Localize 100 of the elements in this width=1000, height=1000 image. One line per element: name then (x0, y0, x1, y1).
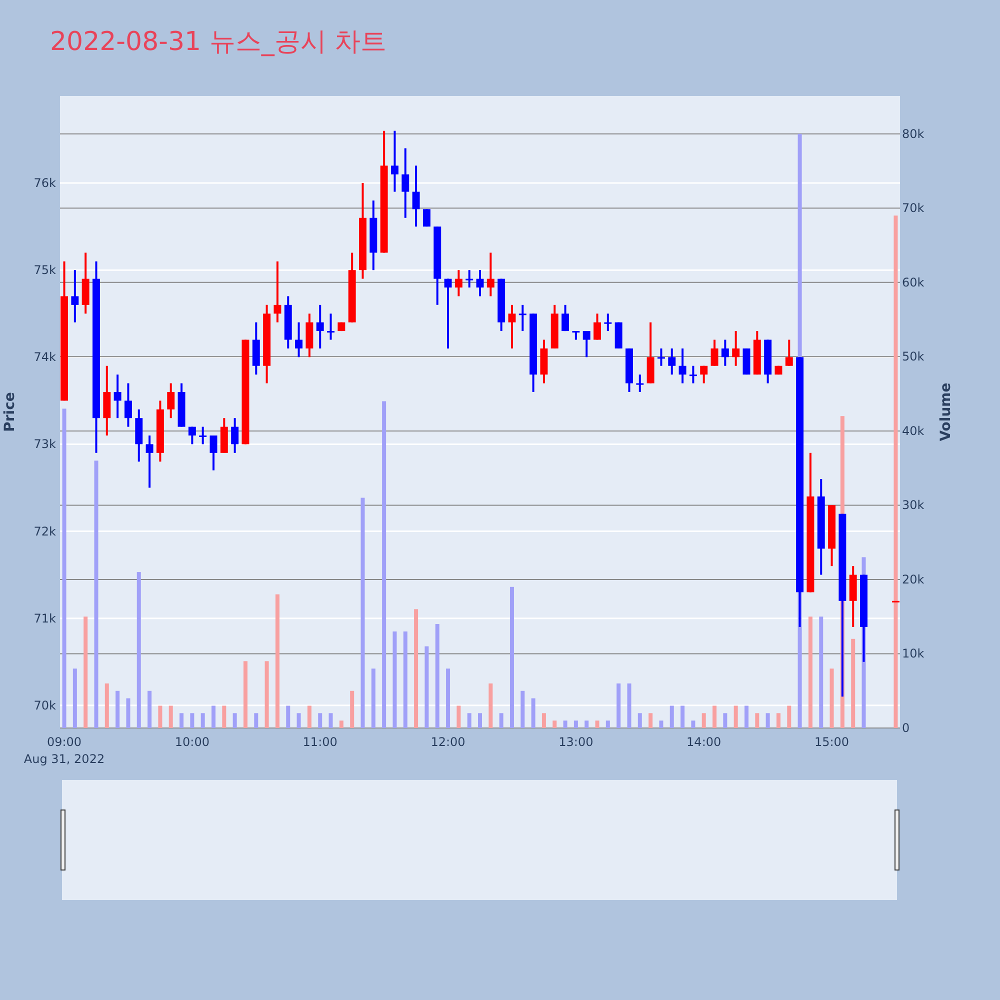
y-axis-title: Price (2, 392, 18, 432)
candlestick (732, 330, 740, 367)
candlestick (327, 312, 334, 341)
candlestick (114, 374, 122, 420)
bar (755, 713, 760, 728)
x-tick-label: 12:00 (430, 735, 466, 749)
bar (648, 713, 653, 728)
bar (776, 713, 780, 728)
bar (787, 706, 792, 728)
bar (286, 706, 290, 728)
candlestick (454, 269, 462, 298)
bar (595, 720, 600, 728)
bar (606, 720, 610, 728)
y2-tick-label: 80k (902, 126, 924, 141)
bar (350, 690, 354, 728)
candlestick (390, 130, 398, 193)
bar (627, 683, 632, 728)
bar (190, 713, 194, 728)
bar (691, 720, 696, 728)
bar (552, 720, 557, 728)
candlestick (657, 347, 665, 367)
bar (734, 706, 738, 728)
bar (148, 690, 152, 728)
x-tick-label: 11:00 (302, 735, 338, 749)
bar (712, 706, 717, 728)
candlestick (274, 260, 282, 324)
candlestick (444, 278, 452, 350)
candlestick (476, 269, 484, 298)
bar (574, 720, 578, 728)
bar (616, 683, 621, 728)
y-tick-label: 71k (34, 611, 56, 626)
bar (264, 661, 269, 728)
bar (531, 698, 536, 728)
x-tick-label: 14:00 (686, 735, 722, 749)
y2-tick-label: 0 (902, 721, 910, 735)
bar (680, 706, 685, 728)
y2-tick-label: 60k (902, 275, 924, 290)
bar (94, 460, 98, 728)
bar (307, 706, 312, 728)
candlestick (422, 208, 430, 228)
candlestick (466, 269, 474, 289)
y-tick-label: 76k (34, 176, 56, 190)
y2-axis-title: Volume (938, 382, 954, 442)
x-tick-label: 13:00 (558, 735, 594, 749)
bar (232, 713, 237, 728)
y2-tick-label: 30k (902, 498, 924, 512)
bar (382, 401, 386, 728)
bar (488, 683, 493, 728)
bar (136, 572, 141, 728)
bar (296, 713, 301, 728)
y2-tick-label: 10k (902, 646, 924, 661)
bar (520, 690, 525, 728)
bar (414, 609, 418, 728)
bar (360, 498, 365, 728)
bar (318, 713, 322, 728)
bar (659, 720, 664, 728)
candlestick (508, 304, 516, 350)
bar (723, 713, 728, 728)
candlestick (668, 347, 676, 376)
bar (638, 713, 642, 728)
bar (456, 706, 461, 728)
bar (467, 713, 472, 728)
bar (72, 668, 77, 728)
candlestick (167, 382, 175, 420)
candlestick (678, 347, 686, 384)
bar (392, 631, 397, 728)
y-tick-label: 70k (34, 698, 56, 712)
bar (819, 616, 824, 728)
y2-tick-label: 70k (902, 201, 924, 216)
candlestick (124, 382, 132, 428)
candlestick (721, 338, 729, 367)
candlestick (689, 364, 697, 384)
bar (158, 706, 162, 728)
bar (435, 624, 440, 728)
candlestick (594, 312, 601, 341)
y-tick-label: 74k (34, 350, 56, 364)
x-tick-label: 09:00 Aug 31, 2022 (24, 735, 105, 766)
bar (478, 713, 482, 728)
candlestick (402, 147, 410, 219)
y-tick-label: 75k (34, 263, 56, 278)
y2-tick-label: 40k (902, 424, 924, 438)
bar (339, 720, 344, 728)
candlestick (412, 164, 420, 228)
candlestick (146, 434, 154, 489)
bar (180, 713, 184, 728)
y-tick-label: 72k (34, 524, 56, 538)
candlestick (582, 330, 590, 358)
bar (424, 646, 429, 728)
candlestick (231, 417, 239, 454)
x-tick-label: 10:00 (174, 735, 210, 749)
bar (222, 706, 226, 728)
bar (116, 690, 120, 728)
bar (446, 668, 450, 728)
candlestick (785, 338, 793, 367)
bar (702, 713, 706, 728)
candlestick (710, 338, 718, 367)
bar (851, 638, 856, 728)
y-tick-label: 73k (34, 437, 56, 452)
candlestick (71, 269, 79, 324)
candlestick (604, 312, 612, 332)
